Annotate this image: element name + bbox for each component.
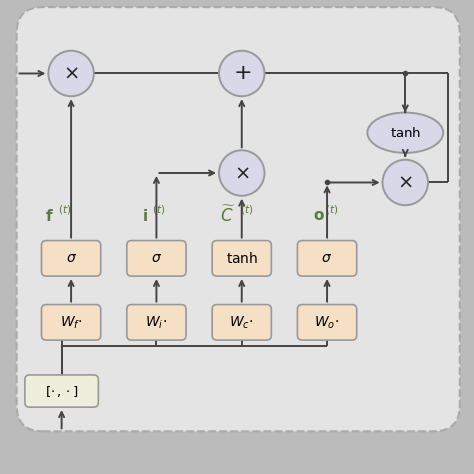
Circle shape bbox=[219, 150, 264, 196]
Text: $\mathrm{tanh}$: $\mathrm{tanh}$ bbox=[226, 251, 258, 266]
Text: $\times$: $\times$ bbox=[63, 64, 79, 83]
FancyBboxPatch shape bbox=[25, 375, 99, 407]
Text: $\sigma$: $\sigma$ bbox=[151, 251, 162, 265]
Text: $\mathbf{f}$: $\mathbf{f}$ bbox=[45, 208, 54, 224]
FancyBboxPatch shape bbox=[42, 305, 100, 340]
Text: $\sigma$: $\sigma$ bbox=[321, 251, 333, 265]
Text: $\mathbf{i}$: $\mathbf{i}$ bbox=[142, 208, 148, 224]
FancyBboxPatch shape bbox=[298, 241, 356, 276]
Text: $(t)$: $(t)$ bbox=[58, 202, 72, 216]
FancyBboxPatch shape bbox=[212, 241, 271, 276]
Text: $\mathrm{tanh}$: $\mathrm{tanh}$ bbox=[390, 126, 421, 140]
FancyBboxPatch shape bbox=[127, 305, 186, 340]
Text: $\widetilde{C}$: $\widetilde{C}$ bbox=[220, 205, 236, 226]
Text: $\mathbf{o}$: $\mathbf{o}$ bbox=[313, 208, 325, 223]
Text: $W_i\!\cdot$: $W_i\!\cdot$ bbox=[146, 314, 167, 330]
Text: $[\cdot\,,\cdot]$: $[\cdot\,,\cdot]$ bbox=[45, 383, 79, 399]
Circle shape bbox=[48, 51, 94, 96]
Text: $(t)$: $(t)$ bbox=[240, 202, 254, 216]
Text: $W_f\!\cdot$: $W_f\!\cdot$ bbox=[60, 314, 82, 330]
FancyBboxPatch shape bbox=[127, 241, 186, 276]
Text: $W_o\!\cdot$: $W_o\!\cdot$ bbox=[314, 314, 340, 330]
Text: $(t)$: $(t)$ bbox=[325, 202, 338, 216]
Text: $\sigma$: $\sigma$ bbox=[65, 251, 77, 265]
Text: $(t)$: $(t)$ bbox=[152, 202, 165, 216]
Ellipse shape bbox=[367, 113, 443, 153]
Text: $\times$: $\times$ bbox=[397, 173, 413, 192]
Circle shape bbox=[219, 51, 264, 96]
FancyBboxPatch shape bbox=[17, 7, 460, 431]
Circle shape bbox=[383, 160, 428, 205]
FancyBboxPatch shape bbox=[42, 241, 100, 276]
Text: $W_c\!\cdot$: $W_c\!\cdot$ bbox=[229, 314, 254, 330]
FancyBboxPatch shape bbox=[212, 305, 271, 340]
FancyBboxPatch shape bbox=[298, 305, 356, 340]
Text: $+$: $+$ bbox=[233, 64, 251, 83]
Text: $\times$: $\times$ bbox=[234, 164, 250, 182]
